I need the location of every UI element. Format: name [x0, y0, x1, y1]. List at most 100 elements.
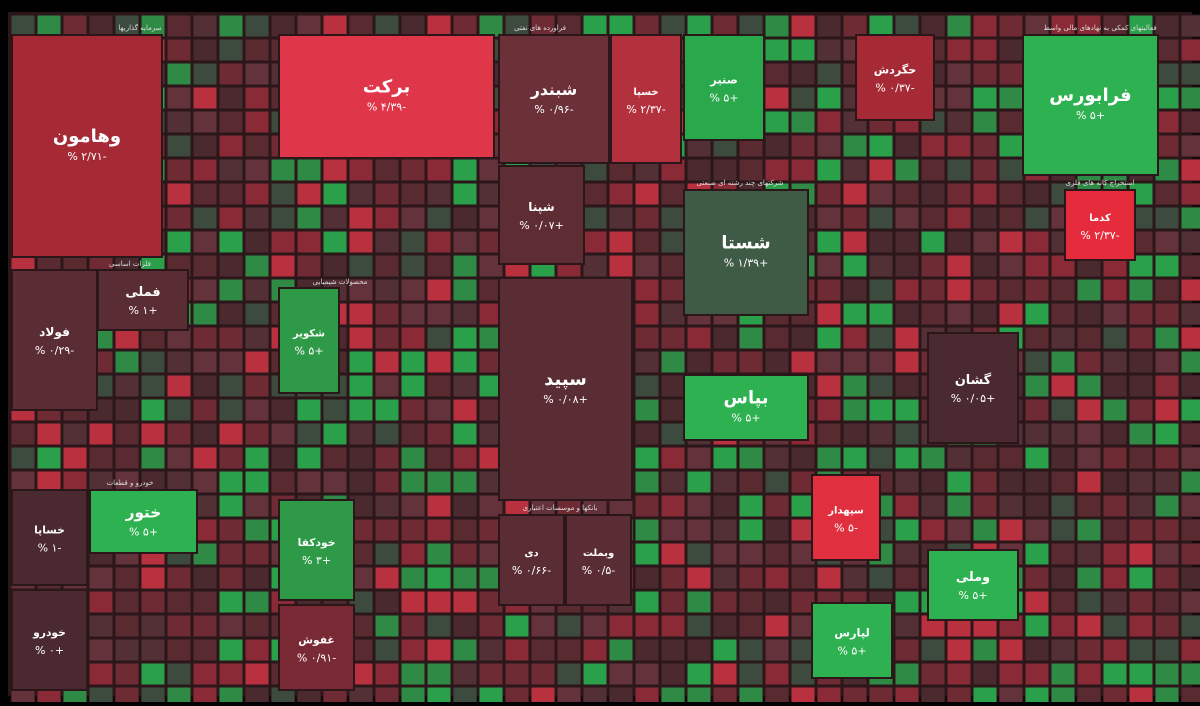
tile [927, 332, 1019, 444]
small-tile [452, 350, 478, 374]
small-tile [894, 350, 920, 374]
small-tile [608, 686, 634, 706]
small-tile [946, 446, 972, 470]
small-tile [504, 638, 530, 662]
small-tile [1050, 278, 1076, 302]
tile-label: شستا [721, 234, 770, 254]
small-tile [1050, 518, 1076, 542]
tile [811, 602, 893, 679]
tile [89, 489, 198, 554]
small-tile [946, 638, 972, 662]
small-tile [972, 38, 998, 62]
small-tile [920, 14, 946, 38]
small-tile [790, 14, 816, 38]
small-tile [1128, 350, 1154, 374]
small-tile [1050, 614, 1076, 638]
small-tile [1180, 350, 1200, 374]
small-tile [244, 158, 270, 182]
tile-label: خودکفا [298, 536, 336, 549]
small-tile [270, 398, 296, 422]
tile-change: -۰/۹۶ % [534, 103, 573, 116]
small-tile [1180, 494, 1200, 518]
tile [683, 189, 809, 316]
small-tile [790, 86, 816, 110]
small-tile [400, 230, 426, 254]
small-tile [686, 14, 712, 38]
small-tile [842, 422, 868, 446]
small-tile [1050, 494, 1076, 518]
small-tile [1102, 470, 1128, 494]
small-tile [244, 206, 270, 230]
small-tile [660, 446, 686, 470]
tile-change: +۵ % [958, 589, 987, 602]
small-tile [1076, 374, 1102, 398]
small-tile [452, 278, 478, 302]
tile [498, 34, 610, 164]
small-tile [582, 638, 608, 662]
small-tile [660, 206, 686, 230]
small-tile [1128, 542, 1154, 566]
small-tile [1102, 686, 1128, 706]
small-tile [946, 470, 972, 494]
small-tile [322, 446, 348, 470]
small-tile [634, 422, 660, 446]
tile [11, 489, 88, 586]
small-tile [400, 542, 426, 566]
small-tile [1154, 638, 1180, 662]
small-tile [842, 398, 868, 422]
small-tile [764, 326, 790, 350]
small-tile [166, 422, 192, 446]
small-tile [166, 590, 192, 614]
small-tile [452, 326, 478, 350]
small-tile [426, 542, 452, 566]
small-tile [426, 590, 452, 614]
small-tile [218, 158, 244, 182]
tile-change: +۰/۰۸ % [543, 393, 588, 406]
small-tile [426, 326, 452, 350]
small-tile [1102, 446, 1128, 470]
small-tile [1050, 302, 1076, 326]
small-tile [920, 302, 946, 326]
small-tile [218, 590, 244, 614]
tile [11, 269, 98, 411]
small-tile [920, 686, 946, 706]
small-tile [244, 230, 270, 254]
small-tile [920, 638, 946, 662]
small-tile [946, 158, 972, 182]
small-tile [1154, 590, 1180, 614]
small-tile [452, 446, 478, 470]
small-tile [1102, 302, 1128, 326]
small-tile [972, 86, 998, 110]
small-tile [1024, 494, 1050, 518]
small-tile [114, 662, 140, 686]
small-tile [348, 350, 374, 374]
small-tile [894, 518, 920, 542]
small-tile [478, 494, 504, 518]
small-tile [400, 254, 426, 278]
small-tile [842, 446, 868, 470]
small-tile [192, 278, 218, 302]
small-tile [1154, 182, 1180, 206]
small-tile [166, 110, 192, 134]
small-tile [166, 158, 192, 182]
small-tile [244, 350, 270, 374]
small-tile [400, 638, 426, 662]
small-tile [634, 182, 660, 206]
small-tile [1180, 86, 1200, 110]
small-tile [244, 662, 270, 686]
small-tile [192, 326, 218, 350]
small-tile [894, 14, 920, 38]
small-tile [218, 614, 244, 638]
small-tile [166, 662, 192, 686]
small-tile [790, 62, 816, 86]
small-tile [1050, 638, 1076, 662]
small-tile [1024, 590, 1050, 614]
small-tile [244, 590, 270, 614]
tile [11, 589, 88, 691]
small-tile [686, 350, 712, 374]
small-tile [374, 590, 400, 614]
small-tile [530, 686, 556, 706]
sector-header: خودرو و قطعات [107, 479, 154, 487]
small-tile [426, 518, 452, 542]
tile-change: -۴/۳۹ % [367, 101, 406, 114]
